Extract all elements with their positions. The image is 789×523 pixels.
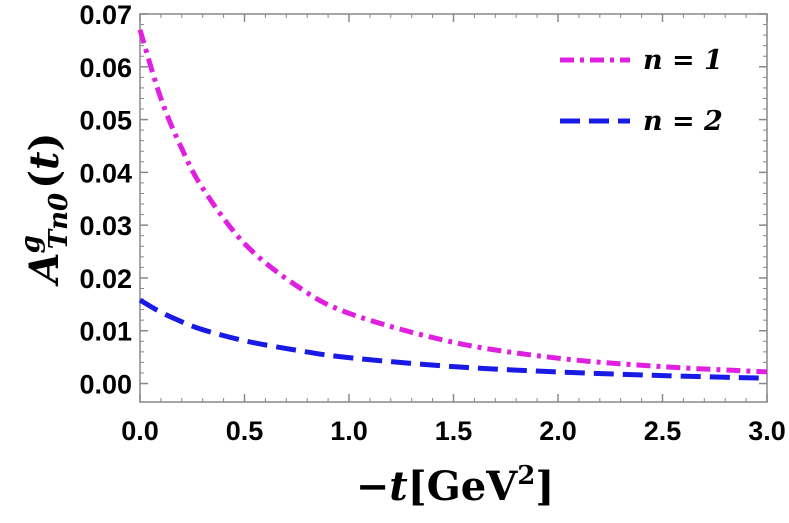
y-tick-label: 0.07 — [79, 0, 132, 30]
y-tick-label: 0.05 — [79, 106, 132, 136]
y-tick-label: 0.01 — [79, 317, 132, 347]
x-tick-label: 2.5 — [644, 416, 682, 446]
series-line-2 — [138, 297, 768, 381]
series-group — [137, 29, 768, 381]
x-tick-label: 0.5 — [226, 416, 264, 446]
x-axis-ticks: 0.0 0.5 1.0 1.5 2.0 2.5 3.0 — [121, 14, 786, 446]
legend-label-1: n = 1 — [643, 45, 723, 76]
x-tick-label: 0.0 — [121, 416, 159, 446]
x-tick-label: 2.0 — [539, 416, 577, 446]
y-axis-title: AgTn0(t) — [16, 133, 74, 288]
y-tick-label: 0.02 — [79, 264, 132, 294]
y-tick-label: 0.03 — [79, 211, 132, 241]
y-tick-label: 0.00 — [79, 370, 132, 400]
x-tick-label: 3.0 — [748, 416, 786, 446]
y-axis-ticks: 0.00 0.01 0.02 0.03 0.04 0.05 0.06 0.07 — [79, 0, 767, 400]
x-tick-label: 1.0 — [330, 416, 368, 446]
x-axis-title: −t[GeV2] — [356, 461, 555, 510]
series-line-1 — [137, 29, 768, 375]
y-tick-label: 0.06 — [79, 53, 132, 83]
x-tick-label: 1.5 — [435, 416, 473, 446]
legend-label-2: n = 2 — [643, 106, 723, 137]
y-tick-label: 0.04 — [79, 158, 132, 188]
legend: n = 1 n = 2 — [560, 45, 723, 137]
